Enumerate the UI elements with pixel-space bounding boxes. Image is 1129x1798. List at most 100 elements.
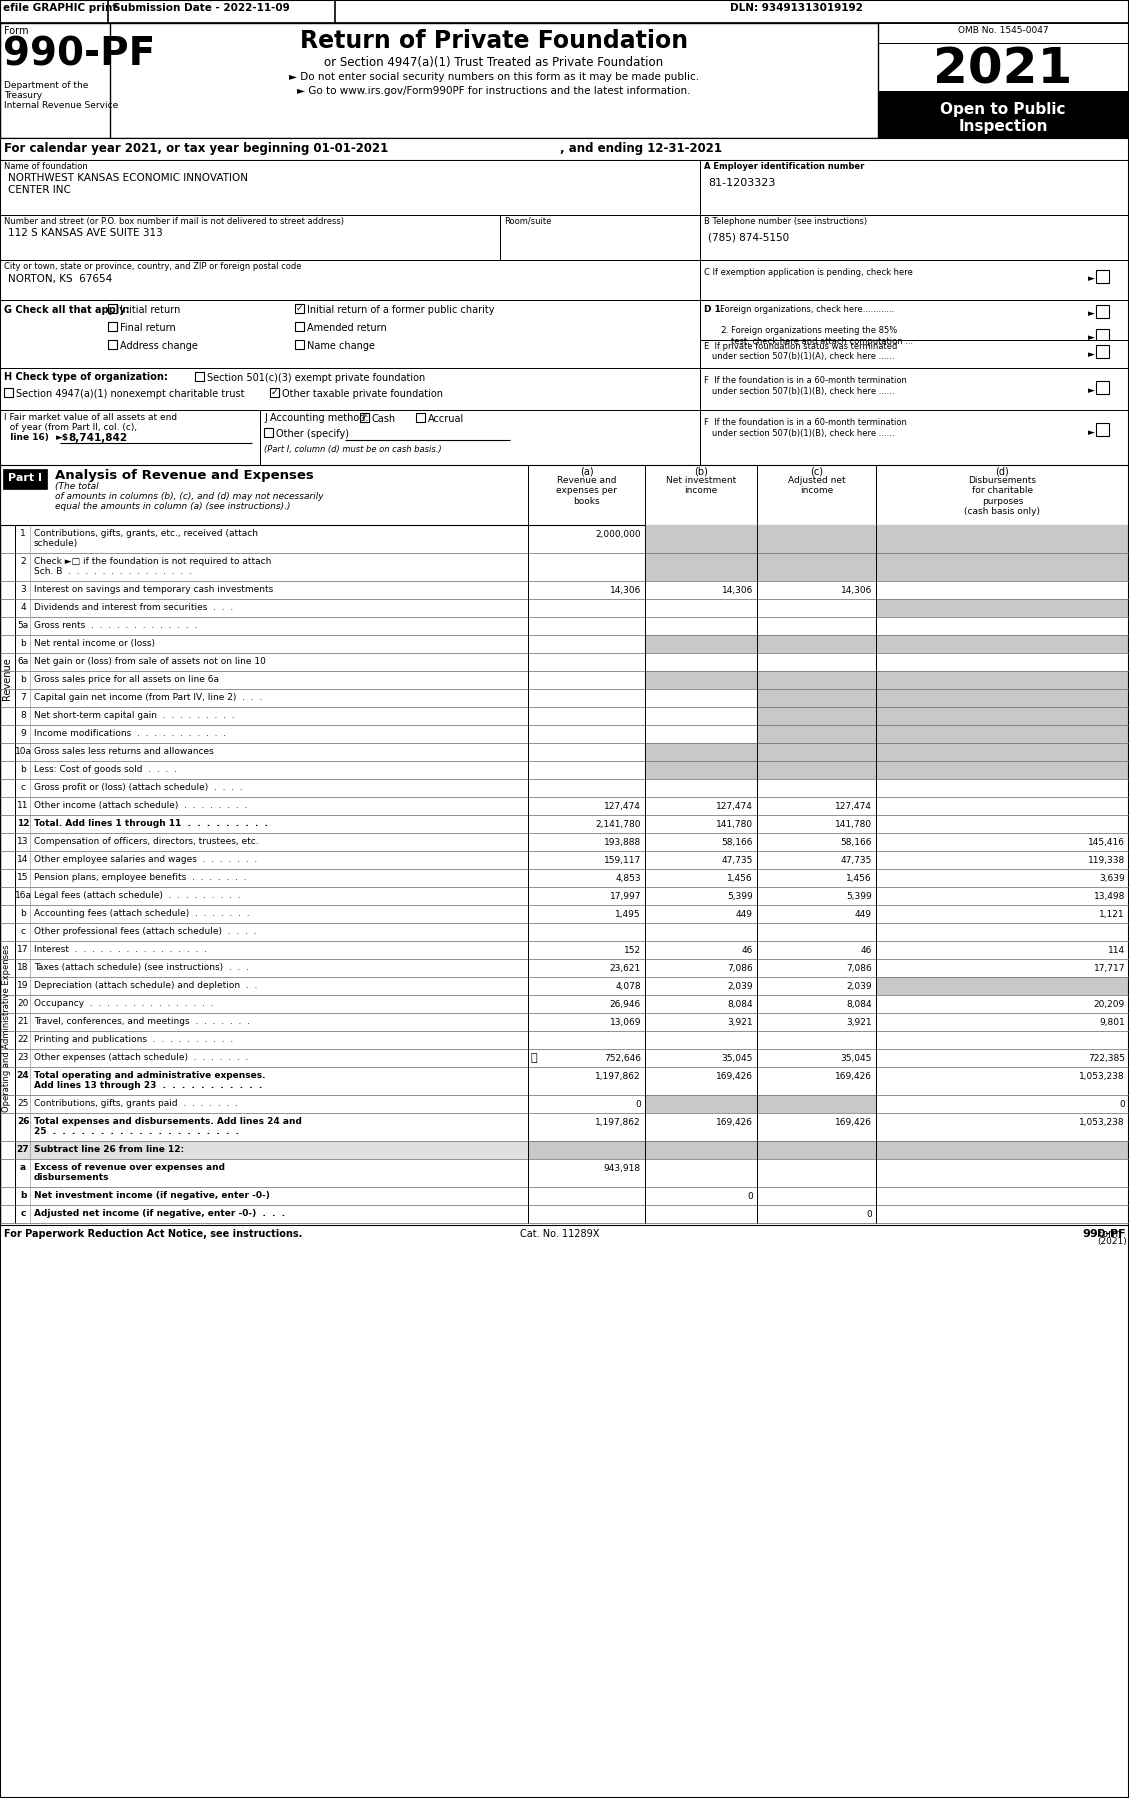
Bar: [270, 388, 279, 397]
Text: Legal fees (attach schedule)  .  .  .  .  .  .  .  .  .: Legal fees (attach schedule) . . . . . .…: [34, 892, 240, 901]
Text: 1: 1: [20, 529, 26, 538]
Text: 169,426: 169,426: [835, 1118, 872, 1127]
Text: 3,639: 3,639: [1100, 874, 1124, 883]
Text: 17,997: 17,997: [610, 892, 641, 901]
Bar: [0, 369, 700, 410]
Text: 2: 2: [20, 557, 26, 566]
Bar: [0, 466, 1129, 525]
Bar: [700, 369, 1129, 410]
Text: Open to Public: Open to Public: [940, 102, 1066, 117]
Bar: [700, 300, 1129, 369]
Text: ►$: ►$: [56, 433, 69, 442]
Text: Cash: Cash: [371, 414, 396, 424]
Text: 20: 20: [17, 1000, 28, 1009]
Text: 58,166: 58,166: [721, 838, 753, 847]
Text: (The total: (The total: [55, 482, 98, 491]
Text: c: c: [20, 1208, 26, 1217]
Text: 27: 27: [17, 1145, 29, 1154]
Bar: [645, 671, 1129, 689]
Text: 3,921: 3,921: [727, 1018, 753, 1027]
Text: or Section 4947(a)(1) Trust Treated as Private Foundation: or Section 4947(a)(1) Trust Treated as P…: [324, 56, 664, 68]
Bar: [1096, 423, 1109, 435]
Text: 1,197,862: 1,197,862: [595, 1072, 641, 1081]
Text: 26,946: 26,946: [610, 1000, 641, 1009]
Text: Ⓢ: Ⓢ: [531, 1054, 537, 1063]
Text: 14,306: 14,306: [841, 586, 872, 595]
Text: ✓: ✓: [296, 304, 304, 313]
Bar: [645, 525, 1129, 554]
Text: efile GRAPHIC print: efile GRAPHIC print: [3, 4, 117, 13]
Text: (2021): (2021): [1097, 1237, 1127, 1246]
Text: Form: Form: [1097, 1230, 1124, 1239]
Text: Submission Date - 2022-11-09: Submission Date - 2022-11-09: [113, 4, 290, 13]
Text: 114: 114: [1108, 946, 1124, 955]
Bar: [645, 635, 1129, 653]
Text: ►: ►: [1088, 273, 1095, 282]
Text: 0: 0: [636, 1100, 641, 1109]
Bar: [700, 410, 1129, 466]
Text: b: b: [20, 910, 26, 919]
Text: Foreign organizations meeting the 85%: Foreign organizations meeting the 85%: [730, 325, 898, 334]
Text: Net gain or (loss) from sale of assets not on line 10: Net gain or (loss) from sale of assets n…: [34, 656, 265, 665]
Text: 14,306: 14,306: [610, 586, 641, 595]
Text: Other professional fees (attach schedule)  .  .  .  .: Other professional fees (attach schedule…: [34, 928, 256, 937]
Text: (785) 874-5150: (785) 874-5150: [708, 234, 789, 243]
Text: Total. Add lines 1 through 11  .  .  .  .  .  .  .  .  .: Total. Add lines 1 through 11 . . . . . …: [34, 820, 268, 829]
Text: 943,918: 943,918: [604, 1163, 641, 1172]
Bar: [1096, 329, 1109, 342]
Text: 2021: 2021: [934, 45, 1073, 93]
Text: Gross rents  .  .  .  .  .  .  .  .  .  .  .  .  .: Gross rents . . . . . . . . . . . . .: [34, 620, 198, 629]
Text: 145,416: 145,416: [1088, 838, 1124, 847]
Text: Depreciation (attach schedule) and depletion  .  .: Depreciation (attach schedule) and deple…: [34, 982, 257, 991]
Bar: [0, 0, 1129, 23]
Text: 193,888: 193,888: [604, 838, 641, 847]
Text: ► Do not enter social security numbers on this form as it may be made public.: ► Do not enter social security numbers o…: [289, 72, 699, 83]
Text: 23,621: 23,621: [610, 964, 641, 973]
Text: 1,456: 1,456: [727, 874, 753, 883]
Bar: [3, 469, 47, 489]
Bar: [645, 554, 1129, 581]
Text: 19: 19: [17, 982, 28, 991]
Bar: [108, 304, 117, 313]
Text: 9: 9: [20, 728, 26, 737]
Text: 46: 46: [860, 946, 872, 955]
Text: Section 4947(a)(1) nonexempt charitable trust: Section 4947(a)(1) nonexempt charitable …: [16, 388, 245, 399]
Bar: [1096, 306, 1109, 318]
Text: C If exemption application is pending, check here: C If exemption application is pending, c…: [704, 268, 913, 277]
Text: 4,853: 4,853: [615, 874, 641, 883]
Text: 722,385: 722,385: [1088, 1054, 1124, 1063]
Text: 1,053,238: 1,053,238: [1079, 1072, 1124, 1081]
Bar: [0, 261, 700, 300]
Text: 14: 14: [17, 856, 28, 865]
Text: Number and street (or P.O. box number if mail is not delivered to street address: Number and street (or P.O. box number if…: [5, 218, 344, 227]
Text: Operating and Administrative Expenses: Operating and Administrative Expenses: [2, 944, 11, 1111]
Bar: [758, 689, 1129, 707]
Text: Net rental income or (loss): Net rental income or (loss): [34, 638, 155, 647]
Text: Revenue: Revenue: [2, 658, 12, 701]
Bar: [700, 160, 1129, 216]
Text: ✓: ✓: [361, 414, 368, 423]
Text: 13,498: 13,498: [1094, 892, 1124, 901]
Text: Part I: Part I: [8, 473, 42, 484]
Text: 1,495: 1,495: [615, 910, 641, 919]
Text: Other expenses (attach schedule)  .  .  .  .  .  .  .: Other expenses (attach schedule) . . . .…: [34, 1054, 248, 1063]
Text: Section 501(c)(3) exempt private foundation: Section 501(c)(3) exempt private foundat…: [207, 372, 426, 383]
Text: D 1.: D 1.: [704, 306, 724, 315]
Text: 8,084: 8,084: [847, 1000, 872, 1009]
Text: City or town, state or province, country, and ZIP or foreign postal code: City or town, state or province, country…: [5, 263, 301, 271]
Text: Department of the: Department of the: [5, 81, 88, 90]
Text: 1,053,238: 1,053,238: [1079, 1118, 1124, 1127]
Text: ► Go to www.irs.gov/Form990PF for instructions and the latest information.: ► Go to www.irs.gov/Form990PF for instru…: [297, 86, 691, 95]
Text: ►: ►: [1088, 333, 1095, 342]
Text: of year (from Part II, col. (c),: of year (from Part II, col. (c),: [5, 423, 137, 432]
Text: under section 507(b)(1)(B), check here ......: under section 507(b)(1)(B), check here .…: [704, 430, 894, 439]
Text: Dividends and interest from securities  .  .  .: Dividends and interest from securities .…: [34, 602, 234, 611]
Text: 449: 449: [736, 910, 753, 919]
Text: Name change: Name change: [307, 342, 375, 351]
Text: 2,039: 2,039: [727, 982, 753, 991]
Text: Net investment
income: Net investment income: [666, 476, 736, 496]
Bar: [295, 322, 304, 331]
Text: 5,399: 5,399: [727, 892, 753, 901]
Text: Gross sales price for all assets on line 6a: Gross sales price for all assets on line…: [34, 674, 219, 683]
Text: 152: 152: [624, 946, 641, 955]
